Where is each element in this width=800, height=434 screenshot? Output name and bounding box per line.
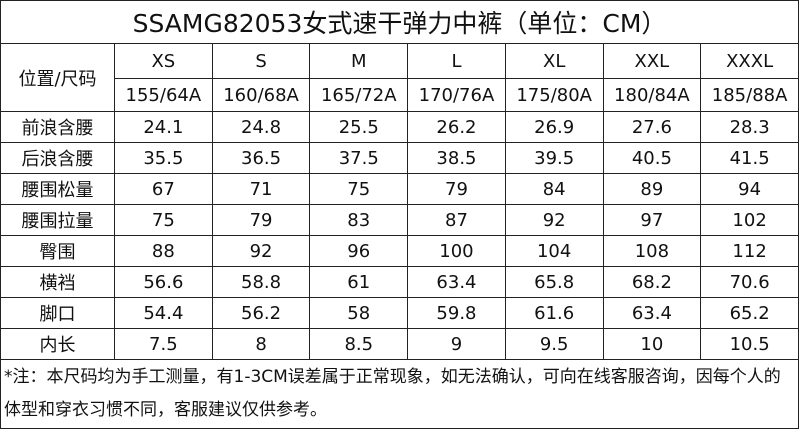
measure-value: 63.4 xyxy=(602,297,702,329)
measure-value: 35.5 xyxy=(114,142,213,174)
measure-value: 56.2 xyxy=(211,297,311,329)
measure-name: 臀围 xyxy=(0,235,115,267)
measure-value: 65.2 xyxy=(700,297,799,329)
measure-value: 70.6 xyxy=(700,266,799,298)
measure-value: 84 xyxy=(504,173,604,205)
measure-name: 腰围拉量 xyxy=(0,204,115,236)
size-code: 170/76A xyxy=(407,78,506,112)
size-code: 165/72A xyxy=(309,78,409,112)
measure-value: 10.5 xyxy=(700,328,799,360)
measure-value: 79 xyxy=(211,204,311,236)
size-code: 175/80A xyxy=(504,78,604,112)
measure-value: 8 xyxy=(211,328,311,360)
measure-value: 36.5 xyxy=(211,142,311,174)
measure-value: 37.5 xyxy=(309,142,409,174)
size-name: XXL xyxy=(602,43,702,79)
code-row: 155/64A 160/68A 165/72A 170/76A 175/80A 180/8… xyxy=(1,78,799,112)
size-code: 160/68A xyxy=(211,78,311,112)
measure-value: 67 xyxy=(114,173,213,205)
size-name: S xyxy=(211,43,311,79)
measure-value: 63.4 xyxy=(407,266,506,298)
measure-value: 65.8 xyxy=(504,266,604,298)
size-name: XL xyxy=(504,43,604,79)
measure-name: 内长 xyxy=(0,328,115,360)
measure-value: 97 xyxy=(602,204,702,236)
measure-value: 83 xyxy=(309,204,409,236)
measure-value: 104 xyxy=(504,235,604,267)
measure-value: 41.5 xyxy=(700,142,799,174)
measure-row: 腰围拉量 75 79 83 87 92 97 102 xyxy=(0,204,799,236)
measure-value: 26.9 xyxy=(504,111,604,143)
measure-row: 后浪含腰 35.5 36.5 37.5 38.5 39.5 40.5 41.5 xyxy=(0,142,799,174)
measure-value: 28.3 xyxy=(700,111,799,143)
measure-name: 脚口 xyxy=(0,297,115,329)
measure-value: 68.2 xyxy=(602,266,702,298)
measure-value: 58.8 xyxy=(211,266,311,298)
measure-value: 8.5 xyxy=(309,328,409,360)
measure-value: 92 xyxy=(211,235,311,267)
measure-value: 24.1 xyxy=(114,111,213,143)
measure-value: 79 xyxy=(407,173,506,205)
measure-value: 25.5 xyxy=(309,111,409,143)
measure-value: 94 xyxy=(700,173,799,205)
measure-value: 108 xyxy=(602,235,702,267)
note-row: *注：本尺码均为手工测量，有1-3CM误差属于正常现象，如无法确认，可向在线客服… xyxy=(0,359,799,429)
size-name: L xyxy=(407,43,506,79)
measure-row: 臀围 88 92 96 100 104 108 112 xyxy=(0,235,799,267)
measure-value: 75 xyxy=(309,173,409,205)
measure-value: 112 xyxy=(700,235,799,267)
measure-value: 87 xyxy=(407,204,506,236)
measure-value: 56.6 xyxy=(114,266,213,298)
measure-value: 89 xyxy=(602,173,702,205)
measure-value: 9 xyxy=(407,328,506,360)
measure-value: 92 xyxy=(504,204,604,236)
measure-name: 横裆 xyxy=(0,266,115,298)
measure-value: 58 xyxy=(309,297,409,329)
size-row: 位置/尺码 XS S M L XL XXL XXXL xyxy=(0,43,799,112)
measure-value: 102 xyxy=(700,204,799,236)
measure-value: 61 xyxy=(309,266,409,298)
measure-value: 24.8 xyxy=(211,111,311,143)
title-row: SSAMG82053女式速干弹力中裤（单位：CM） xyxy=(0,0,799,44)
measure-name: 后浪含腰 xyxy=(0,142,115,174)
measure-row: 横裆 56.6 58.8 61 63.4 65.8 68.2 70.6 xyxy=(0,266,799,298)
size-name: XS xyxy=(114,43,213,79)
measure-name: 腰围松量 xyxy=(0,173,115,205)
table-title: SSAMG82053女式速干弹力中裤（单位：CM） xyxy=(0,0,799,44)
size-code: 180/84A xyxy=(602,78,702,112)
measure-row: 脚口 54.4 56.2 58 59.8 61.6 63.4 65.2 xyxy=(0,297,799,329)
measure-value: 71 xyxy=(211,173,311,205)
measure-value: 39.5 xyxy=(504,142,604,174)
measure-value: 26.2 xyxy=(407,111,506,143)
size-name: XXXL xyxy=(700,43,799,79)
measure-value: 7.5 xyxy=(114,328,213,360)
header-label: 位置/尺码 xyxy=(0,43,115,112)
measure-value: 38.5 xyxy=(407,142,506,174)
size-name: M xyxy=(309,43,409,79)
measure-row: 腰围松量 67 71 75 79 84 89 94 xyxy=(0,173,799,205)
measure-value: 40.5 xyxy=(602,142,702,174)
measure-value: 54.4 xyxy=(114,297,213,329)
measure-name: 前浪含腰 xyxy=(0,111,115,143)
measure-value: 96 xyxy=(309,235,409,267)
measure-row: 内长 7.5 8 8.5 9 9.5 10 10.5 xyxy=(0,328,799,360)
measure-value: 27.6 xyxy=(602,111,702,143)
measure-value: 88 xyxy=(114,235,213,267)
measure-value: 100 xyxy=(407,235,506,267)
note: *注：本尺码均为手工测量，有1-3CM误差属于正常现象，如无法确认，可向在线客服… xyxy=(0,359,799,429)
measure-value: 9.5 xyxy=(504,328,604,360)
measure-value: 61.6 xyxy=(504,297,604,329)
measure-value: 59.8 xyxy=(407,297,506,329)
measure-value: 75 xyxy=(114,204,213,236)
measure-row: 前浪含腰 24.1 24.8 25.5 26.2 26.9 27.6 28.3 xyxy=(0,111,799,143)
size-code: 185/88A xyxy=(700,78,799,112)
size-code: 155/64A xyxy=(114,78,213,112)
measure-value: 10 xyxy=(602,328,702,360)
